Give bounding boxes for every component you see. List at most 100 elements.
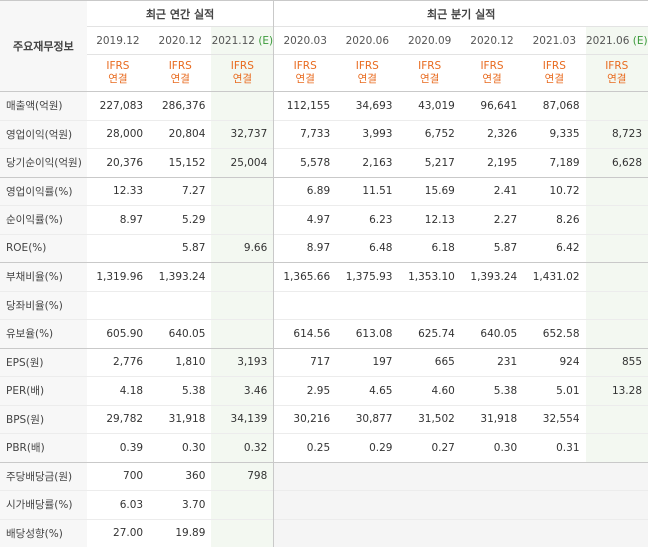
data-cell [211, 262, 274, 291]
data-cell: 2,326 [460, 119, 524, 149]
data-cell: 1,431.02 [523, 262, 586, 291]
table-row: 매출액(억원) 227,083 286,376 112,155 34,693 43,019… [0, 91, 648, 120]
row-label: 순이익률(%) [0, 205, 87, 234]
table-row: 시가배당률(%) 6.03 3.70 [0, 490, 648, 519]
accounting-basis: IFRS 연결 [149, 54, 212, 92]
data-cell: 625.74 [398, 319, 461, 348]
data-cell: 31,918 [149, 404, 212, 434]
data-cell: 30,216 [273, 404, 337, 434]
row-label: 배당성향(%) [0, 518, 87, 547]
ifrs-label: IFRS [168, 60, 192, 72]
ifrs-label: IFRS [480, 60, 504, 72]
data-cell: 3,993 [336, 119, 399, 149]
table-row: EPS(원) 2,776 1,810 3,193 717 197 665 231 924 855 [0, 347, 648, 377]
data-cell: 1,375.93 [336, 262, 399, 291]
data-cell: 652.58 [523, 319, 586, 348]
row-label: PBR(배) [0, 433, 87, 462]
table-row: BPS(원) 29,782 31,918 34,139 30,216 30,877 31,5… [0, 404, 648, 434]
table-row: 영업이익률(%) 12.33 7.27 6.89 11.51 15.69 2.41 10.72 [0, 176, 648, 206]
data-cell [336, 490, 399, 519]
data-cell: 231 [460, 347, 524, 377]
data-cell: 6,752 [398, 119, 461, 149]
data-cell: 613.08 [336, 319, 399, 348]
data-cell [211, 91, 274, 120]
period-header: 2021.06 (E) [585, 26, 648, 55]
data-cell: 5.29 [149, 205, 212, 234]
data-cell: 1,353.10 [398, 262, 461, 291]
consolidated-label: 연결 [108, 73, 128, 85]
data-cell [273, 290, 337, 320]
data-cell [585, 290, 648, 320]
data-cell: 6.48 [336, 233, 399, 263]
data-cell: 2,163 [336, 148, 399, 177]
period-header: 2020.09 [398, 26, 461, 55]
data-cell [585, 404, 648, 434]
table-row: PER(배) 4.18 5.38 3.46 2.95 4.65 4.60 5.38 5.01 13… [0, 376, 648, 405]
period-header: 2019.12 [86, 26, 150, 55]
table-row: 배당성향(%) 27.00 19.89 [0, 518, 648, 547]
row-label: 주당배당금(원) [0, 461, 87, 491]
period-label: 2020.12 [470, 34, 514, 47]
data-cell: 3.70 [149, 490, 212, 519]
period-header: 2020.03 [273, 26, 337, 55]
data-cell [86, 233, 150, 263]
accounting-basis: IFRS 연결 [336, 54, 399, 92]
data-cell: 10.72 [523, 176, 586, 206]
ifrs-label: IFRS [605, 60, 629, 72]
consolidated-label: 연결 [544, 73, 564, 85]
data-cell: 5.38 [149, 376, 212, 405]
data-cell [585, 176, 648, 206]
data-cell: 31,502 [398, 404, 461, 434]
accounting-basis: IFRS 연결 [460, 54, 524, 92]
data-cell: 227,083 [86, 91, 150, 120]
data-cell [86, 290, 150, 320]
period-label: 2019.12 [96, 34, 140, 47]
consolidated-label: 연결 [607, 73, 627, 85]
data-cell [585, 233, 648, 263]
row-label: 부채비율(%) [0, 262, 87, 291]
data-cell: 9,335 [523, 119, 586, 149]
data-cell [585, 205, 648, 234]
data-cell: 6.89 [273, 176, 337, 206]
data-cell [336, 461, 399, 491]
period-header: 2020.12 [149, 26, 212, 55]
data-cell: 0.32 [211, 433, 274, 462]
data-cell: 1,365.66 [273, 262, 337, 291]
period-label: 2020.06 [345, 34, 390, 47]
period-header: 2020.06 [336, 26, 399, 55]
consolidated-label: 연결 [170, 73, 190, 85]
data-cell: 6,628 [585, 148, 648, 177]
row-label: BPS(원) [0, 404, 87, 434]
data-cell [336, 518, 399, 547]
data-cell: 3,193 [211, 347, 274, 377]
data-cell: 360 [149, 461, 212, 491]
data-cell: 1,319.96 [86, 262, 150, 291]
data-cell: 15,152 [149, 148, 212, 177]
data-cell: 1,810 [149, 347, 212, 377]
data-cell [273, 518, 337, 547]
data-cell [398, 461, 461, 491]
estimate-mark: (E) [632, 34, 648, 47]
table-row: 순이익률(%) 8.97 5.29 4.97 6.23 12.13 2.27 8.26 [0, 205, 648, 234]
data-cell [585, 319, 648, 348]
period-label: 2020.12 [158, 34, 202, 47]
row-label: 시가배당률(%) [0, 490, 87, 519]
accounting-basis: IFRS 연결 [585, 54, 648, 92]
data-cell: 34,139 [211, 404, 274, 434]
data-cell: 11.51 [336, 176, 399, 206]
data-cell: 6.42 [523, 233, 586, 263]
data-cell: 8.97 [86, 205, 150, 234]
data-cell [336, 290, 399, 320]
consolidated-label: 연결 [295, 73, 315, 85]
data-cell [585, 91, 648, 120]
data-cell: 32,554 [523, 404, 586, 434]
table-row: 당기순이익(억원) 20,376 15,152 25,004 5,578 2,163 5,2… [0, 148, 648, 177]
data-cell: 32,737 [211, 119, 274, 149]
data-cell: 5,217 [398, 148, 461, 177]
table-row: 주당배당금(원) 700 360 798 [0, 461, 648, 491]
consolidated-label: 연결 [419, 73, 440, 85]
data-cell [149, 290, 212, 320]
data-cell: 286,376 [149, 91, 212, 120]
data-cell [211, 290, 274, 320]
data-cell: 700 [86, 461, 150, 491]
